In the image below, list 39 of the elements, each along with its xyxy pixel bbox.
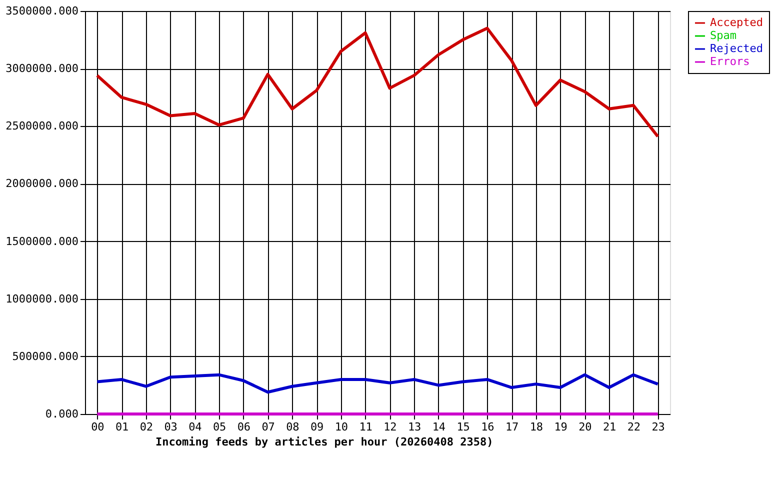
x-tick-label: 21 (602, 420, 616, 434)
x-axis-title: Incoming feeds by articles per hour (20260408 2358) (156, 436, 494, 448)
x-tick-label: 02 (140, 420, 154, 434)
x-tick-label: 12 (384, 420, 397, 434)
x-tick-label: 09 (310, 420, 324, 434)
x-tick-label: 22 (627, 420, 641, 434)
x-tick-label: 00 (91, 420, 104, 434)
x-tick-label: 08 (286, 420, 300, 434)
y-tick-label: 2500000.000 (6, 120, 78, 133)
x-tick-label: 14 (432, 420, 446, 434)
y-tick-label: 1500000.000 (6, 234, 78, 248)
legend-label: Errors (710, 55, 750, 68)
x-tick-label: 07 (262, 420, 275, 434)
legend-label: Rejected (710, 42, 763, 55)
x-tick-label: 01 (115, 420, 129, 434)
x-tick-label: 16 (481, 420, 494, 434)
x-tick-label: 11 (359, 420, 372, 434)
line-series (96, 373, 660, 394)
x-tick-label: 18 (530, 420, 544, 434)
x-tick-label: 15 (456, 420, 470, 434)
y-tick-label: 500000.000 (12, 350, 78, 363)
x-tick-label: 04 (188, 420, 202, 434)
y-tick-label: 0.000 (45, 408, 78, 420)
y-tick-label: 3500000.000 (6, 4, 78, 18)
x-tick-label: 06 (237, 420, 251, 434)
x-tick-label: 05 (212, 420, 226, 434)
y-tick-label: 3000000.000 (6, 62, 78, 76)
line-series (96, 26, 660, 138)
y-tick-label: 2000000.000 (6, 177, 78, 190)
y-tick-label: 1000000.000 (6, 292, 78, 306)
x-tick-label: 13 (408, 420, 422, 434)
x-tick-label: 19 (554, 420, 568, 434)
legend-label: Accepted (710, 16, 763, 29)
legend-label: Spam (710, 29, 737, 42)
x-tick-label: 20 (578, 420, 592, 434)
x-tick-label: 03 (164, 420, 178, 434)
x-tick-label: 17 (505, 420, 519, 434)
x-tick-label: 10 (334, 420, 348, 434)
x-tick-label: 23 (652, 420, 665, 434)
